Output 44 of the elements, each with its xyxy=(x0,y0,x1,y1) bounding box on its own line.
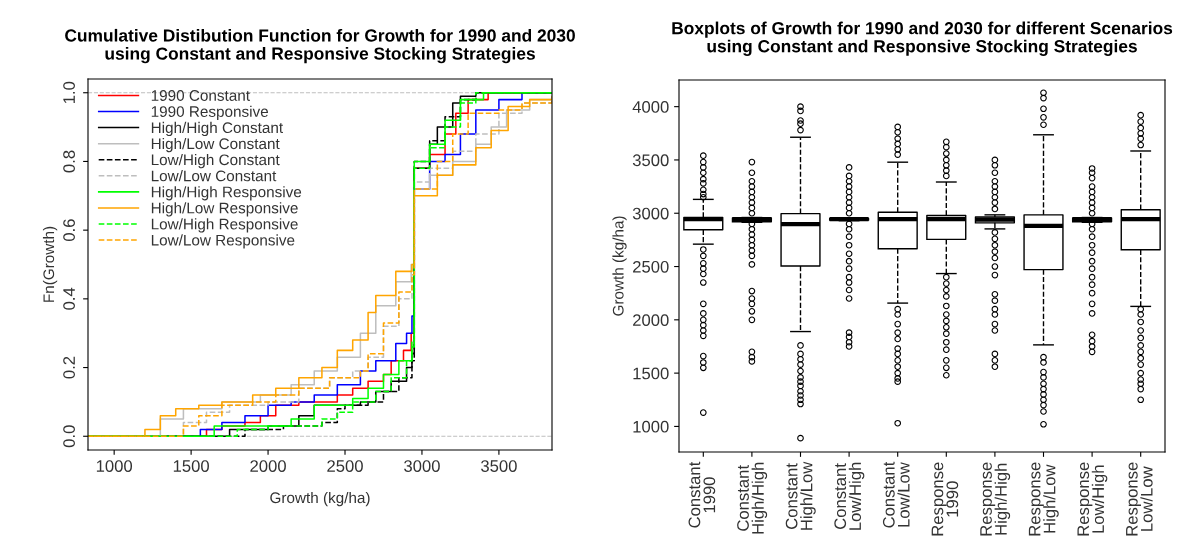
legend-label: High/Low Responsive xyxy=(151,202,298,217)
legend-label: 1990 Constant xyxy=(151,90,250,101)
y-tick-label: 0.6 xyxy=(63,219,75,242)
x-axis-title: Growth (kg/ha) xyxy=(270,491,370,507)
legend-label: High/High Responsive xyxy=(151,186,302,201)
legend-label: Low/High Constant xyxy=(151,153,280,169)
x-tick-label: Response 1990 xyxy=(931,462,959,536)
x-tick-label: Constant High/High xyxy=(737,462,768,534)
y-tick-label: 0.0 xyxy=(63,425,75,448)
y-tick-label: 1000 xyxy=(633,420,669,433)
x-tick-label: 1500 xyxy=(173,460,209,472)
x-tick-label: Response High/High xyxy=(980,462,1011,536)
legend-label: Low/Low Constant xyxy=(151,170,277,182)
x-tick-label: Constant High/Low xyxy=(785,461,816,530)
y-tick-label: 0.2 xyxy=(63,356,75,379)
x-tick-label: 2500 xyxy=(327,460,363,472)
x-tick-label: Response High/Low xyxy=(1028,462,1059,536)
x-tick-label: Response Low/Low xyxy=(1126,462,1153,536)
x-tick-label: 2000 xyxy=(250,460,286,472)
y-tick-label: 2000 xyxy=(633,314,669,327)
x-tick-label: 1000 xyxy=(96,460,133,472)
legend-label: Low/Low Responsive xyxy=(151,234,295,249)
x-tick-label: 3500 xyxy=(481,460,517,472)
x-tick-label: Constant Low/Low xyxy=(882,461,910,528)
y-tick-label: 3000 xyxy=(632,207,669,220)
x-tick-label: 3000 xyxy=(404,460,440,472)
x-tick-label: Response Low/High xyxy=(1077,462,1108,536)
legend-label: High/Low Constant xyxy=(151,137,280,153)
y-tick-label: 0.8 xyxy=(63,150,75,173)
y-axis-title: Growth (kg/ha) xyxy=(612,216,627,316)
y-tick-label: 1500 xyxy=(633,367,669,380)
x-tick-label: Constant 1990 xyxy=(688,461,716,528)
chart-title: Boxplots of Growth for 1990 and 2030 for different Scenarios using Constant and Responsive Stocking Strategies xyxy=(672,21,1173,56)
y-tick-label: 0.4 xyxy=(63,287,75,310)
legend-label: Low/High Responsive xyxy=(151,218,298,233)
x-tick-label: Constant Low/High xyxy=(834,462,865,530)
y-axis-title: Fn(Growth) xyxy=(42,226,58,302)
y-tick-label: 2500 xyxy=(633,260,669,273)
y-tick-label: 1.0 xyxy=(63,81,75,104)
y-tick-label: 3500 xyxy=(632,154,669,167)
legend-label: 1990 Responsive xyxy=(151,105,269,121)
chart-title: Cumulative Distibution Function for Growth for 1990 and 2030 using Constant and Responsive Stocking Strategies xyxy=(65,28,575,64)
y-tick-label: 4000 xyxy=(632,101,669,113)
legend-label: High/High Constant xyxy=(151,121,284,137)
